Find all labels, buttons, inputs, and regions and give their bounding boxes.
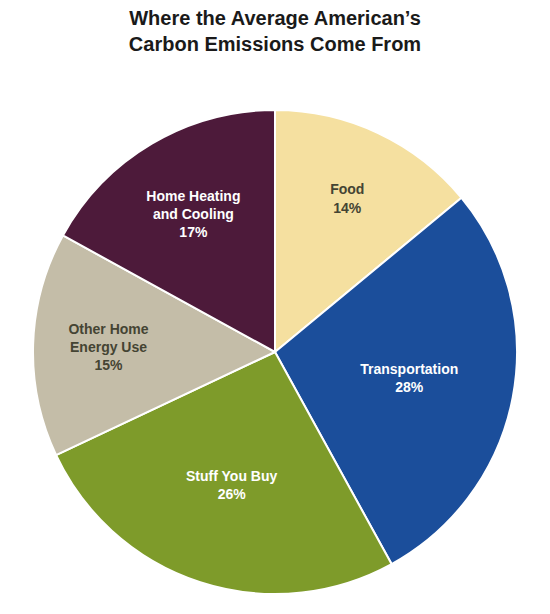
svg-text:Other HomeEnergy Use15%: Other HomeEnergy Use15% xyxy=(68,321,148,373)
svg-text:Home Heatingand Cooling17%: Home Heatingand Cooling17% xyxy=(146,188,240,240)
svg-text:Transportation28%: Transportation28% xyxy=(360,361,458,395)
svg-text:Stuff You Buy26%: Stuff You Buy26% xyxy=(186,468,277,502)
svg-text:Where the Average American’sCa: Where the Average American’sCarbon Emiss… xyxy=(129,7,421,55)
svg-text:Food14%: Food14% xyxy=(330,181,364,215)
